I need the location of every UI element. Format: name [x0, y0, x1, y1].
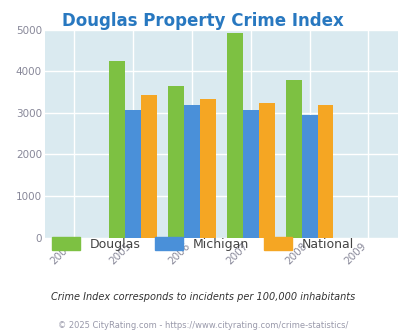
Bar: [258, 103, 274, 238]
Bar: [317, 105, 333, 238]
Bar: [199, 99, 215, 238]
Bar: [183, 105, 199, 238]
Text: Crime Index corresponds to incidents per 100,000 inhabitants: Crime Index corresponds to incidents per…: [51, 292, 354, 302]
Text: Douglas Property Crime Index: Douglas Property Crime Index: [62, 12, 343, 30]
Bar: [141, 95, 156, 238]
Bar: [301, 115, 317, 238]
Bar: [168, 86, 183, 238]
Bar: [285, 80, 301, 238]
Bar: [109, 61, 125, 238]
Bar: [226, 33, 242, 238]
Bar: [242, 110, 258, 238]
Legend: Douglas, Michigan, National: Douglas, Michigan, National: [47, 232, 358, 256]
Text: © 2025 CityRating.com - https://www.cityrating.com/crime-statistics/: © 2025 CityRating.com - https://www.city…: [58, 321, 347, 330]
Bar: [125, 110, 141, 238]
